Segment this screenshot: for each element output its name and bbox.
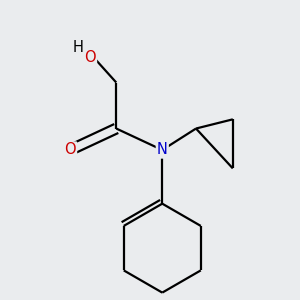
Text: N: N <box>157 142 168 158</box>
Text: O: O <box>64 142 76 158</box>
Text: O: O <box>84 50 96 65</box>
Text: H: H <box>73 40 83 55</box>
